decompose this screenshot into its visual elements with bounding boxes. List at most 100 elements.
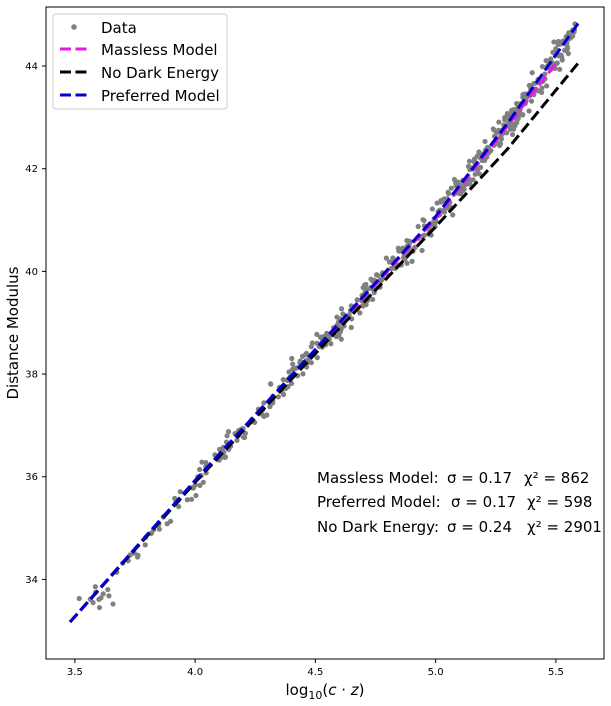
data-point bbox=[362, 282, 368, 288]
data-point bbox=[300, 371, 306, 377]
data-point bbox=[405, 238, 411, 244]
data-point bbox=[292, 365, 298, 372]
data-point bbox=[550, 49, 556, 55]
x-tick-label: 4.5 bbox=[307, 667, 323, 678]
data-point bbox=[177, 489, 183, 495]
data-point bbox=[267, 381, 274, 387]
data-point bbox=[566, 30, 572, 36]
plot-frame bbox=[45, 6, 605, 660]
data-point bbox=[432, 221, 438, 227]
data-point bbox=[539, 64, 546, 70]
data-point bbox=[286, 369, 292, 375]
data-point bbox=[497, 141, 504, 147]
legend-label-preferred: Preferred Model bbox=[101, 87, 220, 105]
data-point bbox=[156, 526, 162, 532]
x-tick-label: 5.5 bbox=[548, 667, 564, 678]
annotation-no-dark-energy-chi: χ² = 2901 bbox=[527, 518, 602, 536]
data-point bbox=[396, 248, 402, 254]
data-point bbox=[526, 108, 532, 114]
legend-marker-data bbox=[71, 24, 77, 30]
data-point bbox=[460, 188, 466, 194]
data-point bbox=[450, 212, 456, 218]
data-point bbox=[98, 595, 104, 601]
data-point bbox=[222, 454, 228, 461]
data-point bbox=[415, 223, 421, 230]
data-point bbox=[512, 121, 518, 127]
data-point bbox=[234, 437, 240, 443]
data-point bbox=[164, 521, 170, 527]
data-point bbox=[445, 191, 452, 197]
fit-statistics: Massless Model: σ = 0.17 χ² = 862 Prefer… bbox=[317, 469, 602, 536]
legend-label-massless: Massless Model bbox=[101, 41, 218, 59]
data-point bbox=[419, 247, 425, 254]
data-point bbox=[438, 199, 444, 205]
data-point bbox=[502, 117, 508, 123]
y-tick-label: 42 bbox=[25, 164, 38, 175]
data-point bbox=[496, 119, 502, 125]
data-point bbox=[240, 434, 247, 440]
data-point bbox=[548, 56, 554, 62]
x-tick-label: 3.5 bbox=[67, 667, 83, 678]
data-point bbox=[176, 504, 182, 510]
data-point bbox=[467, 181, 473, 187]
y-tick-label: 40 bbox=[25, 267, 38, 278]
data-point bbox=[374, 272, 381, 278]
data-point bbox=[557, 66, 563, 72]
data-point bbox=[377, 276, 384, 282]
data-point bbox=[190, 485, 196, 491]
data-point bbox=[476, 171, 482, 177]
data-point bbox=[554, 60, 560, 66]
data-point bbox=[92, 584, 98, 590]
data-point bbox=[412, 244, 418, 250]
data-point bbox=[544, 83, 550, 89]
annotation-no-dark-energy-sigma: σ = 0.24 bbox=[447, 518, 512, 536]
legend-label-data: Data bbox=[101, 19, 137, 37]
x-tick-label: 5.0 bbox=[428, 667, 444, 678]
annotation-massless-chi: χ² = 862 bbox=[524, 469, 589, 487]
legend-box bbox=[52, 13, 228, 110]
x-axis: 3.5 4.0 4.5 5.0 5.5 bbox=[67, 659, 564, 678]
data-point bbox=[100, 591, 106, 597]
data-point bbox=[360, 303, 366, 309]
data-point bbox=[328, 341, 334, 347]
data-point bbox=[357, 310, 363, 316]
data-point bbox=[551, 39, 557, 45]
data-point bbox=[451, 176, 458, 183]
data-point bbox=[514, 101, 520, 107]
data-point bbox=[105, 586, 111, 593]
data-point bbox=[290, 361, 296, 367]
data-point bbox=[308, 360, 314, 366]
data-point bbox=[370, 296, 376, 303]
data-point bbox=[188, 496, 195, 502]
data-point bbox=[354, 297, 360, 303]
data-point bbox=[90, 600, 96, 606]
data-point bbox=[76, 595, 82, 602]
data-point bbox=[184, 497, 190, 503]
legend: Data Massless Model No Dark Energy Prefe… bbox=[52, 13, 228, 110]
data-point bbox=[555, 41, 561, 48]
annotation-preferred-sigma: σ = 0.17 bbox=[451, 493, 516, 511]
y-axis: 34 36 38 40 42 44 bbox=[25, 62, 46, 586]
data-point bbox=[338, 336, 344, 342]
data-point bbox=[106, 593, 112, 599]
data-point bbox=[383, 255, 389, 261]
data-point bbox=[314, 331, 320, 337]
data-point bbox=[280, 376, 286, 383]
data-point bbox=[460, 184, 466, 190]
data-point bbox=[193, 492, 199, 499]
data-point bbox=[110, 601, 116, 607]
data-point bbox=[224, 433, 230, 439]
y-tick-label: 44 bbox=[25, 62, 38, 73]
data-point bbox=[299, 353, 306, 359]
annotation-no-dark-energy-label: No Dark Energy: bbox=[317, 518, 439, 536]
data-point bbox=[421, 217, 427, 224]
data-point bbox=[404, 260, 410, 266]
data-point bbox=[289, 355, 295, 362]
data-point bbox=[402, 256, 408, 262]
data-point bbox=[529, 70, 535, 76]
y-axis-label: Distance Modulus bbox=[4, 266, 22, 399]
data-point bbox=[510, 126, 517, 132]
data-point bbox=[309, 340, 315, 346]
data-point bbox=[528, 98, 535, 104]
data-point bbox=[275, 394, 281, 400]
